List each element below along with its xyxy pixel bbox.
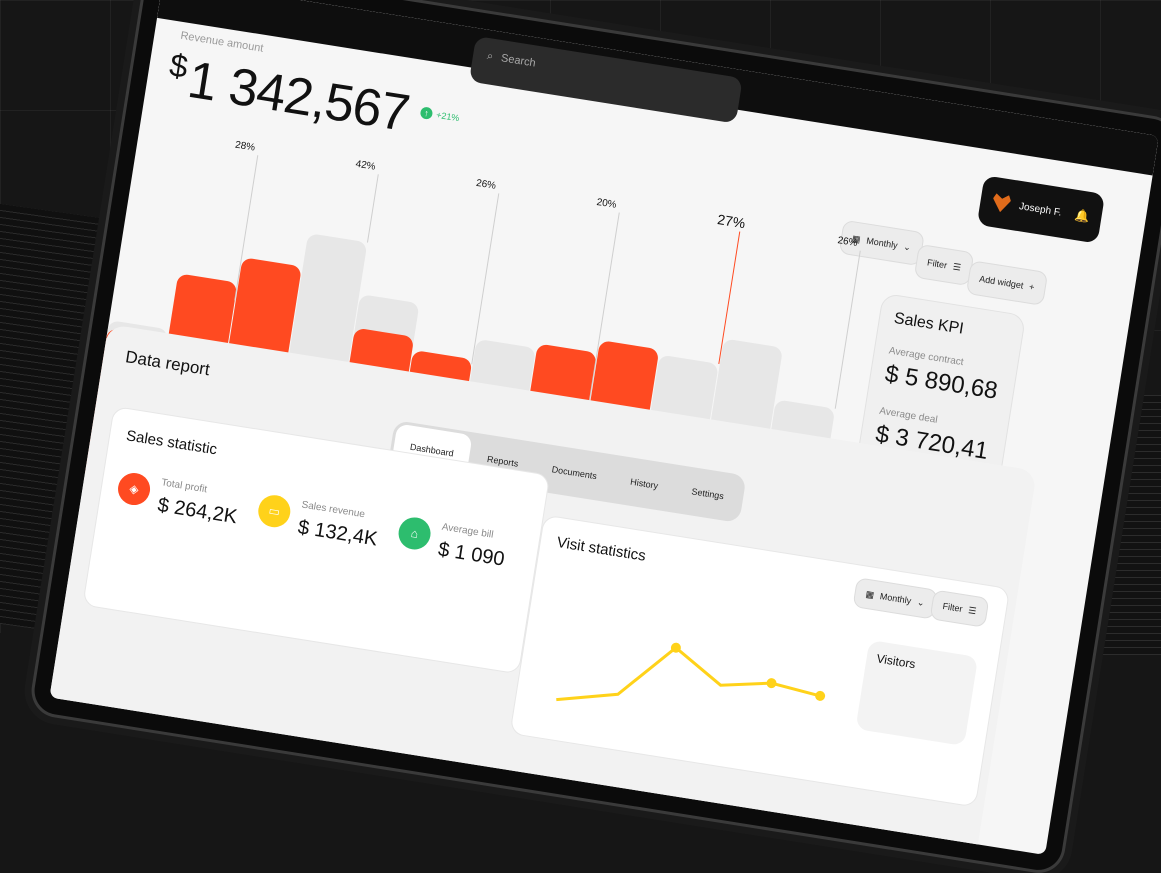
annotation-label: 20%	[596, 197, 618, 211]
fox-avatar-icon	[991, 193, 1012, 214]
annotation-label: 42%	[355, 159, 377, 173]
metric-average-bill: ⌂ Average bill $ 1 090	[395, 515, 509, 572]
visit-point	[766, 678, 777, 689]
revenue-currency: $	[167, 46, 190, 85]
annotation-line	[718, 231, 741, 365]
user-menu[interactable]: Joseph F. 🔔	[976, 175, 1106, 244]
monitor: ⌕ Search Revenue amount $1 342,567 ↑ +21…	[31, 0, 1161, 873]
visit-line-chart	[556, 642, 826, 702]
metric-value: $ 1 090	[436, 538, 506, 571]
calendar-icon: ▦	[864, 588, 875, 600]
visit-point	[815, 690, 826, 701]
visit-line	[556, 645, 821, 702]
visit-period-label: Monthly	[879, 591, 912, 606]
layers-icon: ◈	[115, 470, 153, 508]
metric-value: $ 264,2K	[156, 494, 239, 529]
bell-icon[interactable]: 🔔	[1073, 207, 1091, 225]
annotation-label: 28%	[234, 140, 256, 154]
annotation-label: 27%	[716, 211, 746, 231]
dashboard-screen: ⌕ Search Revenue amount $1 342,567 ↑ +21…	[49, 0, 1159, 856]
annotation-line	[834, 250, 861, 409]
metric-value: $ 132,4K	[296, 516, 379, 551]
annotation-line	[234, 155, 259, 301]
arrow-up-icon: ↑	[419, 106, 434, 120]
filter-label: Filter	[926, 257, 948, 271]
revenue-trend: ↑ +21%	[419, 106, 461, 124]
sales-title: Sales statistic	[124, 427, 219, 459]
annotation-line	[583, 212, 620, 435]
add-widget-label: Add widget	[978, 273, 1025, 291]
visit-filter-button[interactable]: Filter ☰	[929, 589, 990, 628]
wallet-icon: ▭	[255, 492, 293, 530]
add-widget-button[interactable]: Add widget +	[965, 260, 1048, 306]
sliders-icon: ☰	[952, 260, 962, 273]
metric-sales-revenue: ▭ Sales revenue $ 132,4K	[255, 492, 382, 552]
metric-total-profit: ◈ Total profit $ 264,2K	[114, 470, 241, 530]
visitors-card: Visitors	[855, 639, 979, 747]
sliders-icon: ☰	[967, 604, 978, 616]
tag-icon: ⌂	[396, 515, 433, 552]
annotation-line	[366, 174, 379, 243]
kpi-title: Sales KPI	[892, 309, 965, 338]
trend-value: +21%	[435, 109, 461, 124]
visit-title: Visit statistics	[555, 533, 647, 565]
visit-period-dropdown[interactable]: ▦ Monthly ⌄	[852, 577, 938, 620]
tab-settings[interactable]: Settings	[690, 486, 725, 502]
visit-statistics-card: Visit statistics ▦ Monthly ⌄ Filter ☰	[509, 514, 1011, 808]
annotation-label: 26%	[837, 235, 859, 249]
report-title: Data report	[124, 347, 212, 380]
plus-icon: +	[1028, 281, 1036, 293]
tab-history[interactable]: History	[629, 476, 659, 491]
annotation-line	[471, 193, 500, 365]
search-input[interactable]: Search	[500, 52, 537, 70]
chevron-down-icon: ⌄	[916, 596, 926, 608]
annotation-label: 26%	[475, 178, 497, 192]
visitors-label: Visitors	[875, 651, 917, 672]
visit-filter-label: Filter	[941, 601, 964, 615]
search-icon: ⌕	[486, 49, 495, 63]
user-name: Joseph F.	[1018, 200, 1063, 219]
